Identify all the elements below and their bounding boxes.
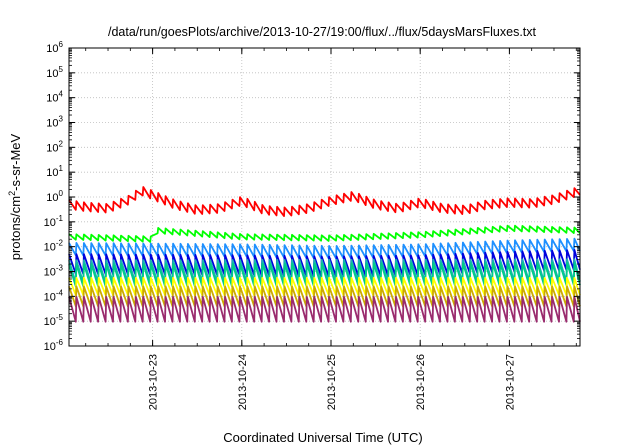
y-tick-label-exp: 6 [59,40,64,49]
series-line-3 [68,237,581,260]
y-tick-label: 106 [46,40,63,55]
y-tick-label: 101 [46,164,63,179]
y-tick-label: 10-4 [44,288,64,303]
y-tick-label-exp: 5 [59,65,64,74]
y-tick-label-exp: 2 [59,139,64,148]
series-line-6 [68,261,581,288]
y-tick-label: 10-3 [44,264,64,279]
y-tick-label-base: 10 [46,93,58,105]
chart-title: /data/run/goesPlots/archive/2013-10-27/1… [108,25,537,39]
y-tick-label-exp: 1 [59,164,64,173]
series-group [68,186,581,323]
y-tick-label: 100 [46,189,63,204]
y-tick-label-base: 10 [46,167,58,179]
y-tick-label: 102 [46,139,63,154]
series-line-9 [68,296,581,323]
y-axis-label-prefix: protons/cm [8,196,23,260]
y-tick-label: 10-6 [44,338,64,353]
y-tick-label-base: 10 [46,43,58,55]
x-tick-label: 2013-10-27 [504,354,516,410]
y-tick-label-exp: -2 [56,239,64,248]
y-tick-label-base: 10 [44,341,56,353]
y-tick-label-exp: -4 [56,288,64,297]
y-tick-label-exp: 4 [59,90,64,99]
series-line-8 [68,285,581,308]
axes: 10610510410310210110010-110-210-310-410-… [44,40,580,410]
y-tick-label-base: 10 [44,267,56,279]
x-tick-label: 2013-10-25 [326,354,338,410]
x-tick-label: 2013-10-26 [415,354,427,410]
y-tick-label-base: 10 [44,242,56,254]
y-tick-label-exp: 3 [59,115,64,124]
y-tick-label: 104 [46,90,63,105]
series-line-1 [68,186,581,217]
y-tick-label-base: 10 [46,68,58,80]
series-line-4 [68,249,581,278]
y-tick-label: 10-5 [44,313,64,328]
x-axis-label: Coordinated Universal Time (UTC) [223,430,422,445]
y-axis-label-suffix: -s-sr-MeV [8,133,23,190]
y-axis-label: protons/cm2-s-sr-MeV [7,133,23,260]
y-tick-label-base: 10 [46,118,58,130]
y-tick-label: 103 [46,115,63,130]
y-tick-label: 105 [46,65,63,80]
y-tick-label: 10-1 [44,214,64,229]
y-axis-label-sup: 2 [7,191,17,196]
y-tick-label-exp: -5 [56,313,64,322]
y-tick-label-base: 10 [44,316,56,328]
x-tick-label: 2013-10-23 [148,354,160,410]
y-tick-label: 10-2 [44,239,64,254]
series-line-7 [68,276,581,296]
series-line-2 [68,224,581,243]
y-tick-label-base: 10 [44,217,56,229]
y-tick-label-exp: 0 [59,189,64,198]
series-line-5 [68,258,581,284]
y-tick-label-base: 10 [46,192,58,204]
x-tick-label: 2013-10-24 [237,354,249,410]
y-tick-label-exp: -1 [56,214,64,223]
y-tick-label-exp: -6 [56,338,64,347]
y-tick-label-base: 10 [46,142,58,154]
y-tick-label-exp: -3 [56,264,64,273]
y-tick-label-base: 10 [44,291,56,303]
